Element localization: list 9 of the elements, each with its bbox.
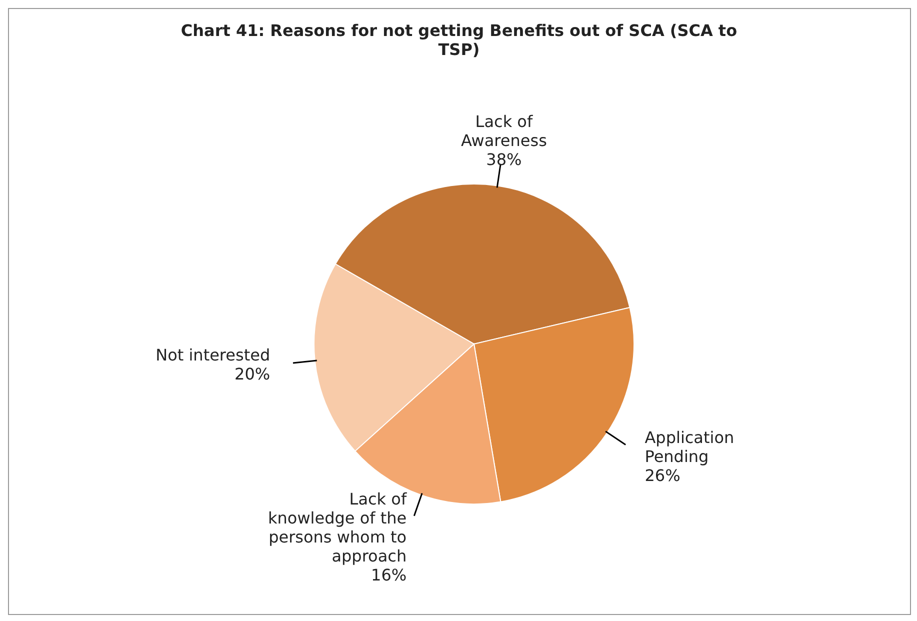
data-label: 16% [371, 565, 407, 584]
data-label: 20% [234, 364, 270, 384]
chart-title: Chart 41: Reasons for not getting Benefits out of SCA (SCA to TSP) [180, 21, 738, 59]
data-label: 38% [486, 150, 522, 169]
slice-label: Lack of Awareness [460, 112, 547, 150]
slice-label: Lack of knowledge of the persons whom to approach [268, 489, 407, 566]
slice-label: Not interested [156, 346, 270, 365]
slice-label: Application Pending [644, 428, 734, 466]
data-label: 26% [644, 466, 680, 486]
